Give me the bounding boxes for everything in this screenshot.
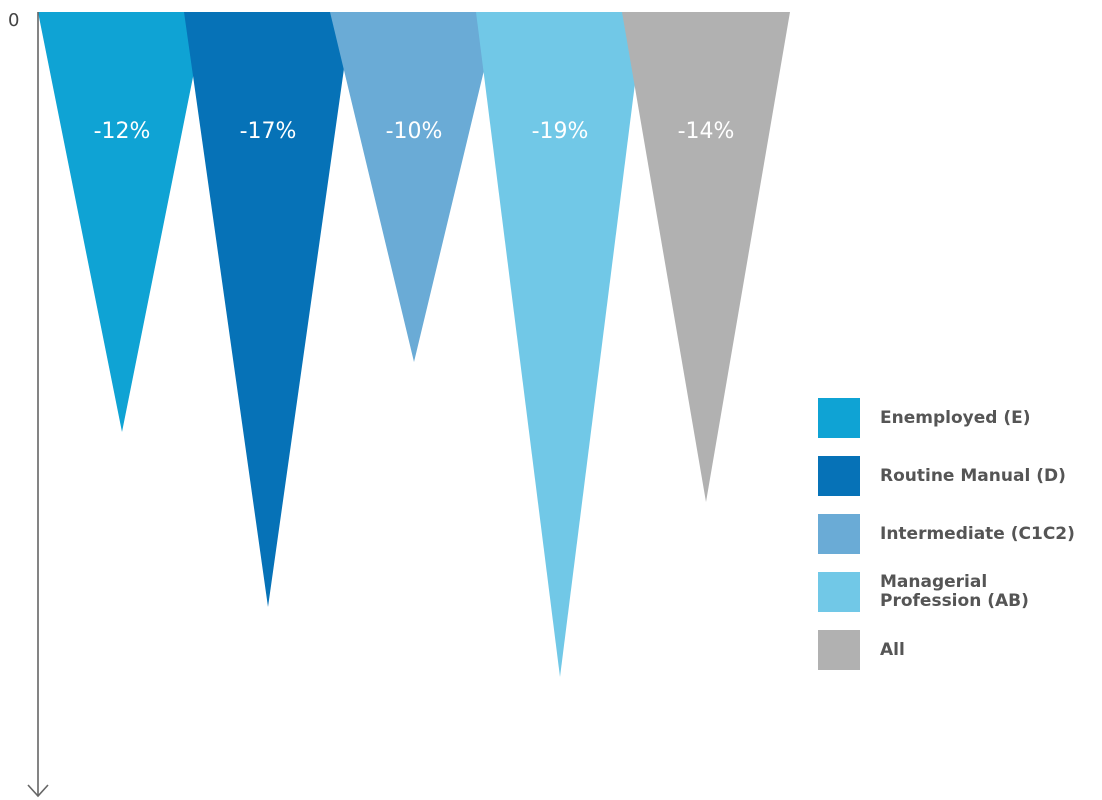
value-label-2: -17%	[240, 119, 297, 144]
legend-swatch-routine-manual	[818, 456, 860, 496]
legend-item-unemployed: Enemployed (E)	[818, 398, 1098, 438]
legend-label-intermediate: Intermediate (C1C2)	[880, 523, 1075, 544]
legend-swatch-managerial	[818, 572, 860, 612]
value-label-1: -12%	[94, 119, 151, 144]
legend-label-unemployed: Enemployed (E)	[880, 407, 1031, 428]
value-labels: -12% -17% -10% -19% -14%	[94, 119, 735, 144]
legend-label-all: All	[880, 639, 905, 660]
bar-4	[476, 12, 644, 677]
legend-item-all: All	[818, 630, 1098, 670]
bars-layer	[38, 12, 790, 677]
legend: Enemployed (E) Routine Manual (D) Interm…	[818, 398, 1098, 688]
y-axis-arrow-icon	[27, 784, 49, 798]
bar-1	[38, 12, 206, 432]
legend-swatch-all	[818, 630, 860, 670]
legend-item-managerial: Managerial Profession (AB)	[818, 572, 1098, 612]
y-axis-zero-label: 0	[8, 10, 19, 31]
value-label-5: -14%	[678, 119, 735, 144]
legend-item-routine-manual: Routine Manual (D)	[818, 456, 1098, 496]
bar-5	[622, 12, 790, 502]
legend-label-managerial: Managerial Profession (AB)	[880, 572, 1029, 611]
legend-item-intermediate: Intermediate (C1C2)	[818, 514, 1098, 554]
bar-2	[184, 12, 352, 607]
y-axis: 0	[8, 10, 49, 798]
bar-3	[330, 12, 498, 362]
value-label-3: -10%	[386, 119, 443, 144]
legend-swatch-unemployed	[818, 398, 860, 438]
legend-swatch-intermediate	[818, 514, 860, 554]
legend-label-routine-manual: Routine Manual (D)	[880, 465, 1066, 486]
value-label-4: -19%	[532, 119, 589, 144]
